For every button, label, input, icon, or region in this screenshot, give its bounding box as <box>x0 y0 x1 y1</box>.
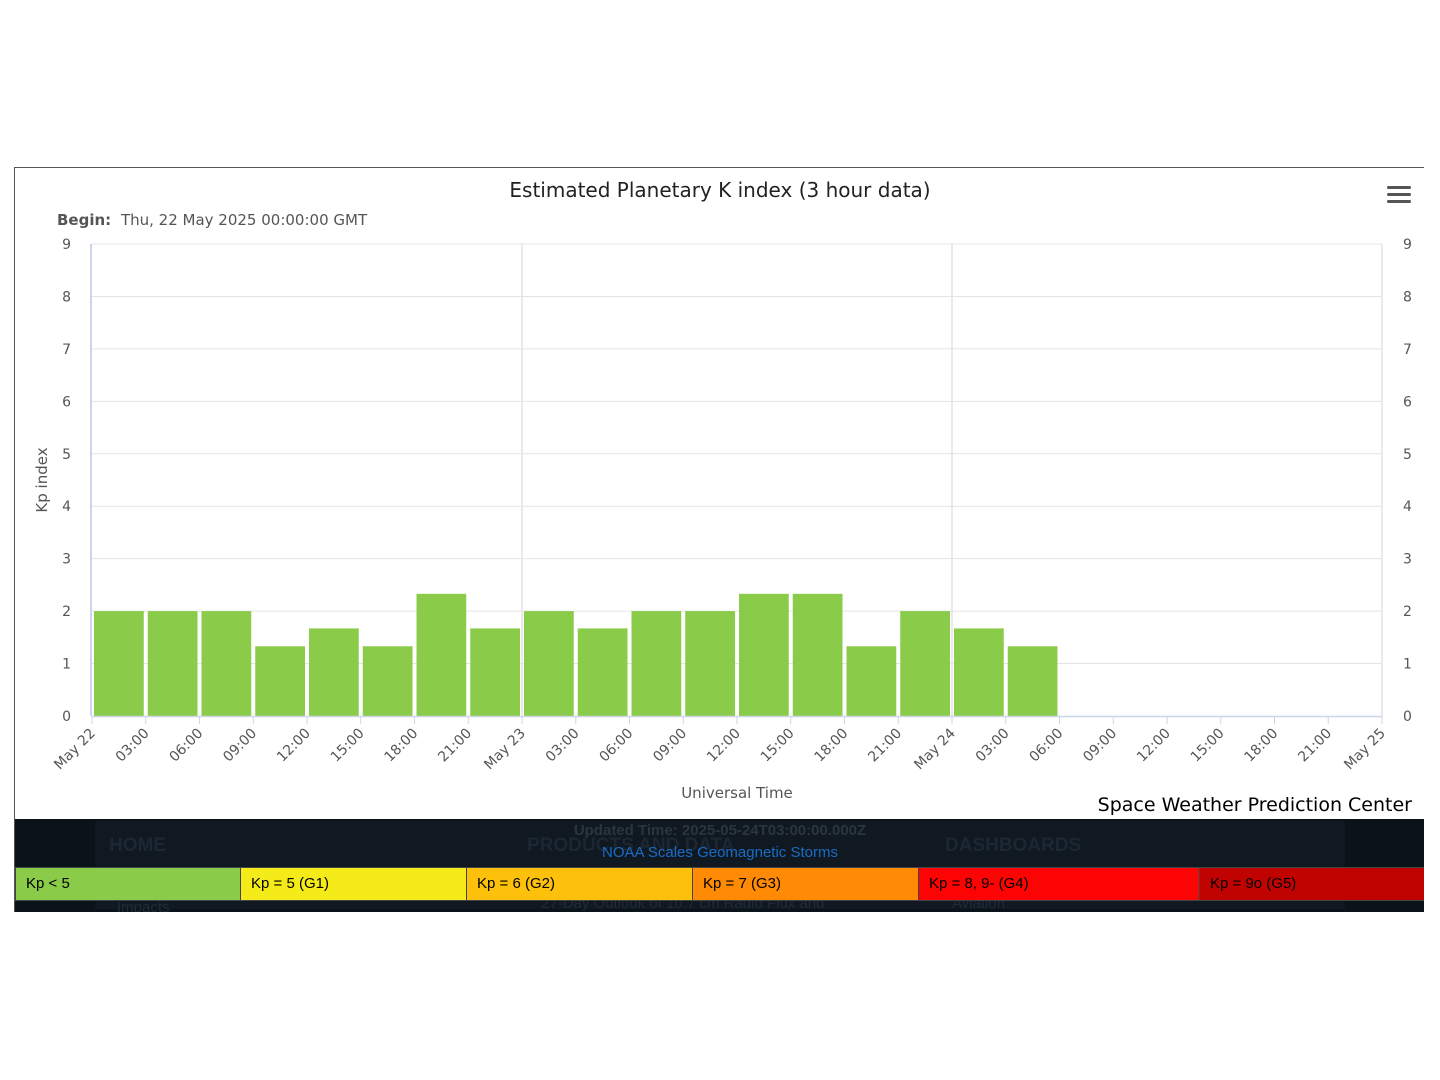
y-tick-label-right: 1 <box>1403 657 1412 673</box>
chart-container: 0 0 1 1 2 2 3 3 4 4 5 5 6 6 7 7 8 8 9 9 May 22 03:00 06:00 09:0… <box>14 167 1424 912</box>
hamburger-icon-line <box>1387 193 1411 196</box>
x-tick-label: 21:00 <box>435 726 475 766</box>
x-axis-label: Universal Time <box>681 784 793 802</box>
x-tick-label: 18:00 <box>381 726 421 766</box>
x-tick-label: 18:00 <box>1241 726 1281 766</box>
x-tick-label: 03:00 <box>543 726 583 766</box>
x-tick-label: May 24 <box>911 725 959 773</box>
kp-bar <box>416 593 467 716</box>
scale-segment: Kp = 9o (G5) <box>1200 867 1424 901</box>
y-tick-label-right: 8 <box>1403 289 1412 305</box>
y-tick-label-left: 1 <box>62 657 71 673</box>
y-tick-label-left: 9 <box>62 237 71 253</box>
kp-bar <box>147 611 198 716</box>
x-tick-label: May 23 <box>481 726 529 774</box>
noaa-scales-link[interactable]: NOAA Scales Geomagnetic Storms <box>602 844 838 861</box>
x-tick-label: 09:00 <box>650 726 690 766</box>
kp-bar <box>1007 646 1058 716</box>
y-tick-label-right: 5 <box>1403 447 1412 463</box>
nav-products: PRODUCTS AND DATA <box>527 835 735 856</box>
y-tick-label-right: 3 <box>1403 552 1412 568</box>
chart-title: Estimated Planetary K index (3 hour data… <box>509 178 930 202</box>
x-tick-label: 06:00 <box>166 726 206 766</box>
kp-bar <box>846 646 897 716</box>
chart-credit: Space Weather Prediction Center <box>1097 794 1412 816</box>
storm-scale-legend: Kp < 5 Kp = 5 (G1) Kp = 6 (G2) Kp = 7 (G3) K… <box>15 867 1424 901</box>
x-tick-label: 15:00 <box>758 726 798 766</box>
hamburger-icon <box>1387 186 1411 189</box>
x-tick-label: 18:00 <box>811 726 851 766</box>
kp-bar <box>739 593 789 716</box>
y-tick-label-right: 0 <box>1403 709 1412 725</box>
scale-segment: Kp = 7 (G3) <box>693 867 919 901</box>
scale-segment: Kp = 6 (G2) <box>467 867 693 901</box>
chart-menu-button[interactable] <box>1387 186 1411 206</box>
x-tick-label: 12:00 <box>704 726 744 766</box>
y-tick-label-right: 2 <box>1403 604 1412 620</box>
y-tick-label-left: 0 <box>62 709 71 725</box>
kp-bar <box>94 611 144 716</box>
x-tick-label: 21:00 <box>1295 726 1335 766</box>
nav-home: HOME <box>109 835 166 856</box>
kp-bar <box>792 593 843 716</box>
y-tick-label-left: 7 <box>62 342 71 358</box>
kp-bar <box>577 628 628 716</box>
x-tick-label: 15:00 <box>1188 726 1228 766</box>
y-tick-label-left: 5 <box>62 447 71 463</box>
chart-subtitle: Begin: Thu, 22 May 2025 00:00:00 GMT <box>57 211 368 229</box>
y-tick-label-right: 7 <box>1403 342 1412 358</box>
updated-time: Updated Time: 2025-05-24T03:00:00.000Z <box>573 822 867 839</box>
subtitle-value: Thu, 22 May 2025 00:00:00 GMT <box>120 211 368 229</box>
x-tick-label: 15:00 <box>328 726 368 766</box>
kp-bar <box>524 611 574 716</box>
kp-bar <box>362 646 413 716</box>
y-tick-label-right: 6 <box>1403 394 1412 410</box>
kp-bar <box>201 611 252 716</box>
x-tick-label: 12:00 <box>274 726 314 766</box>
hamburger-icon-line <box>1387 200 1411 203</box>
y-tick-label-left: 8 <box>62 289 71 305</box>
x-tick-label: May 22 <box>51 726 99 774</box>
y-tick-label-right: 4 <box>1403 499 1412 515</box>
footer-band: HOME PRODUCTS AND DATA DASHBOARDS Impact… <box>15 819 1424 912</box>
y-axis-label: Kp index <box>33 447 51 512</box>
y-tick-label-left: 2 <box>62 604 71 620</box>
kp-bar <box>631 611 682 716</box>
scale-segment: Kp < 5 <box>15 867 241 901</box>
kp-bar <box>954 628 1004 716</box>
kp-bar <box>685 611 735 716</box>
scale-segment: Kp = 5 (G1) <box>241 867 467 901</box>
x-tick-label: 09:00 <box>220 726 260 766</box>
kp-chart: 0 0 1 1 2 2 3 3 4 4 5 5 6 6 7 7 8 8 9 9 May 22 03:00 06:00 09:0… <box>33 178 1412 802</box>
y-tick-label-right: 9 <box>1403 237 1412 253</box>
x-tick-label: 03:00 <box>113 726 153 766</box>
kp-bar <box>309 628 359 716</box>
kp-bar <box>255 646 305 716</box>
kp-bar <box>470 628 520 716</box>
nav-impacts: Impacts <box>117 899 170 912</box>
x-tick-label: 12:00 <box>1134 726 1174 766</box>
x-tick-label: 09:00 <box>1080 726 1120 766</box>
y-tick-label-left: 4 <box>62 499 71 515</box>
y-tick-label-left: 6 <box>62 394 71 410</box>
x-tick-label: 21:00 <box>865 726 905 766</box>
subtitle-label: Begin: <box>57 211 111 229</box>
x-tick-label: 03:00 <box>973 726 1013 766</box>
x-tick-label: May 25 <box>1341 726 1389 774</box>
y-tick-label-left: 3 <box>62 552 71 568</box>
kp-bar <box>900 611 950 716</box>
x-tick-label: 06:00 <box>596 726 636 766</box>
scale-segment: Kp = 8, 9- (G4) <box>919 867 1200 901</box>
x-tick-label: 06:00 <box>1026 726 1066 766</box>
nav-dashboards: DASHBOARDS <box>945 835 1082 856</box>
